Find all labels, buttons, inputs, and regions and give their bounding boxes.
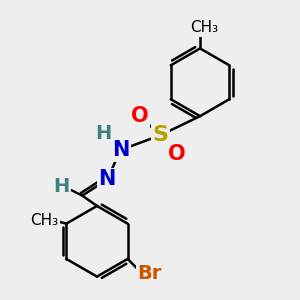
Text: O: O <box>168 144 185 164</box>
Text: N: N <box>99 169 116 189</box>
Text: N: N <box>112 140 129 160</box>
Text: CH₃: CH₃ <box>30 213 58 228</box>
Text: H: H <box>53 177 70 196</box>
Text: O: O <box>131 106 148 126</box>
Text: CH₃: CH₃ <box>190 20 218 35</box>
Text: Br: Br <box>137 264 162 283</box>
Text: S: S <box>152 125 168 145</box>
Text: H: H <box>95 124 111 143</box>
